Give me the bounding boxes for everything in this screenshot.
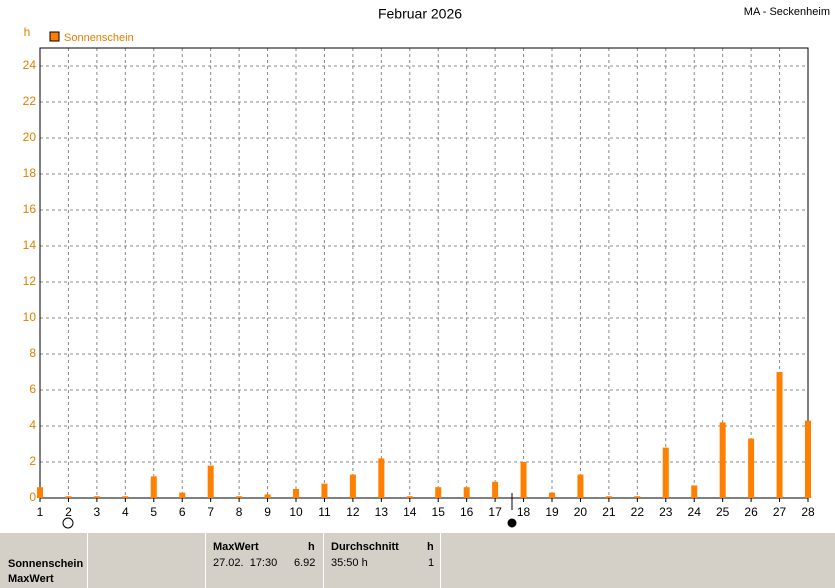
x-tick-label: 18 <box>517 505 531 519</box>
bar <box>406 496 413 498</box>
x-tick-label: 19 <box>545 505 559 519</box>
x-tick-label: 20 <box>574 505 588 519</box>
y-tick-label: 2 <box>29 454 36 468</box>
col-header: MaxWert <box>213 541 259 553</box>
y-tick-label: 14 <box>23 238 37 252</box>
x-tick-label: 27 <box>773 505 787 519</box>
new-moon <box>507 518 517 528</box>
bar <box>719 422 726 498</box>
y-tick-label: 12 <box>23 274 37 288</box>
cell: 1 <box>428 557 435 569</box>
y-tick-label: 4 <box>29 418 36 432</box>
bar <box>150 476 157 498</box>
cell: 35:50 h <box>331 557 368 569</box>
chart-title: Februar 2026 <box>378 6 462 22</box>
bar <box>492 481 499 498</box>
y-tick-label: 22 <box>23 94 37 108</box>
col-unit: h <box>427 541 434 553</box>
y-tick-label: 6 <box>29 382 36 396</box>
x-tick-label: 17 <box>488 505 502 519</box>
x-tick-label: 5 <box>150 505 157 519</box>
x-tick-label: 14 <box>403 505 417 519</box>
legend-swatch <box>49 31 60 42</box>
y-unit: h <box>24 25 31 39</box>
x-tick-label: 9 <box>264 505 271 519</box>
x-tick-label: 7 <box>207 505 214 519</box>
x-tick-label: 16 <box>460 505 474 519</box>
bar <box>776 372 783 498</box>
row-label: MaxWert <box>8 573 54 585</box>
bar <box>520 462 527 498</box>
bar <box>662 447 669 498</box>
x-tick-label: 13 <box>375 505 389 519</box>
x-tick-label: 12 <box>346 505 360 519</box>
y-tick-label: 16 <box>23 202 37 216</box>
bar <box>463 487 470 498</box>
x-tick-label: 28 <box>801 505 815 519</box>
bar <box>349 474 356 498</box>
bar <box>605 496 612 498</box>
bar <box>691 485 698 498</box>
bar <box>634 496 641 498</box>
row-label: Sonnenschein <box>8 558 84 570</box>
bar <box>179 492 186 498</box>
bar <box>378 458 385 498</box>
x-tick-label: 8 <box>236 505 243 519</box>
bar <box>549 492 555 498</box>
bar <box>805 420 811 498</box>
x-tick-label: 15 <box>432 505 446 519</box>
bar <box>37 487 43 498</box>
bar <box>65 496 72 498</box>
bar <box>236 496 243 498</box>
y-tick-label: 24 <box>23 58 37 72</box>
bar <box>321 483 328 498</box>
x-tick-label: 23 <box>659 505 673 519</box>
x-tick-label: 3 <box>94 505 101 519</box>
legend-label: Sonnenschein <box>64 32 134 44</box>
y-tick-label: 0 <box>29 490 36 504</box>
x-tick-label: 24 <box>688 505 702 519</box>
x-tick-label: 25 <box>716 505 730 519</box>
bar <box>577 474 584 498</box>
bar <box>93 496 100 498</box>
x-tick-label: 2 <box>65 505 72 519</box>
bar <box>264 494 271 498</box>
y-tick-label: 20 <box>23 130 37 144</box>
cell: 27.02. 17:30 <box>213 557 278 569</box>
full-moon <box>62 517 74 529</box>
station: MA - Seckenheim <box>744 6 830 18</box>
bar <box>207 465 214 498</box>
y-tick-label: 18 <box>23 166 37 180</box>
x-tick-label: 6 <box>179 505 186 519</box>
plot-frame <box>39 47 809 499</box>
x-tick-label: 11 <box>318 505 331 519</box>
x-tick-label: 4 <box>122 505 129 519</box>
bar <box>435 487 442 498</box>
bar <box>122 496 129 498</box>
y-tick-label: 10 <box>23 310 37 324</box>
x-tick-label: 26 <box>744 505 758 519</box>
x-tick-label: 21 <box>602 505 616 519</box>
x-tick-label: 22 <box>631 505 645 519</box>
cell: 6.92 <box>294 557 316 569</box>
chart: Februar 2026 MA - Seckenheim h Sonnensch… <box>23 6 830 529</box>
x-tick-label: 1 <box>37 505 44 519</box>
x-tick-label: 10 <box>289 505 303 519</box>
y-tick-label: 8 <box>29 346 36 360</box>
summary-table: Sonnenschein MaxWert MaxWert h 27.02. 17… <box>0 533 835 588</box>
col-header: Durchschnitt <box>331 541 399 553</box>
col-unit: h <box>308 541 315 553</box>
bar <box>293 489 299 498</box>
bar <box>748 438 755 498</box>
